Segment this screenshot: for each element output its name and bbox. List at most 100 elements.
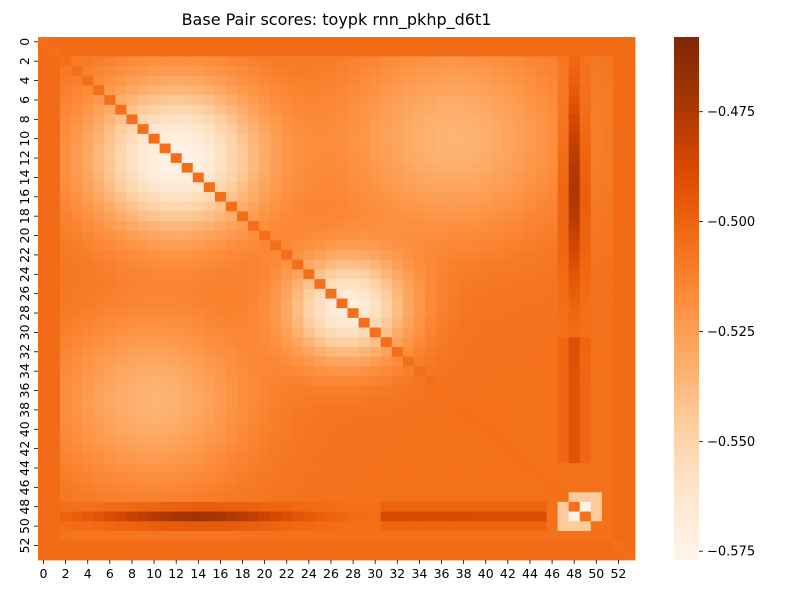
heatmap-cell xyxy=(369,530,382,542)
heatmap-cell xyxy=(292,211,304,222)
heatmap-cell xyxy=(192,37,205,48)
heatmap-cell xyxy=(126,114,138,125)
heatmap-cell xyxy=(623,375,636,387)
heatmap-cell xyxy=(413,385,426,396)
heatmap-cell xyxy=(579,511,592,522)
heatmap-cell xyxy=(513,259,525,270)
heatmap-cell xyxy=(579,424,592,435)
heatmap-cell xyxy=(82,375,94,387)
heatmap-cell xyxy=(391,375,404,387)
heatmap-cell xyxy=(192,143,205,154)
heatmap-cell xyxy=(214,240,227,251)
heatmap-cell xyxy=(60,346,72,358)
heatmap-cell xyxy=(601,66,614,77)
heatmap-cell xyxy=(60,405,72,416)
heatmap-cell xyxy=(237,37,249,48)
x-tick-label: 46 xyxy=(544,566,560,581)
heatmap-cell xyxy=(115,511,127,522)
heatmap-cell xyxy=(38,472,50,483)
heatmap-cell xyxy=(380,424,393,435)
heatmap-cell xyxy=(314,172,326,183)
heatmap-cell xyxy=(93,434,105,445)
heatmap-cell xyxy=(336,191,348,203)
heatmap-cell xyxy=(391,308,404,319)
heatmap-cell xyxy=(60,434,72,445)
heatmap-cell xyxy=(259,550,271,561)
heatmap-cell xyxy=(469,221,481,232)
heatmap-cell xyxy=(546,221,559,232)
heatmap-cell xyxy=(325,492,337,503)
heatmap-cell xyxy=(568,521,581,532)
heatmap-cell xyxy=(237,414,249,425)
heatmap-cell xyxy=(82,434,94,445)
heatmap-cell xyxy=(424,463,437,474)
heatmap-cell xyxy=(568,405,581,416)
heatmap-cell xyxy=(358,56,371,67)
heatmap-cell xyxy=(458,472,470,483)
heatmap-cell xyxy=(60,269,72,280)
heatmap-cell xyxy=(225,472,238,483)
heatmap-cell xyxy=(159,298,172,309)
heatmap-cell xyxy=(513,124,525,135)
heatmap-cell xyxy=(325,153,337,164)
heatmap-cell xyxy=(71,356,83,367)
heatmap-cell xyxy=(303,395,315,406)
heatmap-cell xyxy=(248,95,260,106)
heatmap-cell xyxy=(458,56,470,67)
heatmap-cell xyxy=(557,211,570,222)
heatmap-cell xyxy=(60,114,72,125)
heatmap-cell xyxy=(546,511,559,522)
heatmap-cell xyxy=(413,288,426,299)
x-tick-label: 0 xyxy=(40,566,48,581)
heatmap-cell xyxy=(458,46,470,57)
heatmap-cell xyxy=(469,492,481,503)
heatmap-cell xyxy=(623,162,636,173)
heatmap-cell xyxy=(612,269,625,280)
heatmap-cell xyxy=(214,463,227,474)
heatmap-cell xyxy=(502,511,514,522)
heatmap-cell xyxy=(402,424,415,435)
heatmap-cell xyxy=(170,172,183,183)
heatmap-cell xyxy=(402,46,415,57)
heatmap-cell xyxy=(314,114,326,125)
heatmap-cell xyxy=(115,46,127,57)
heatmap-cell xyxy=(137,550,149,561)
heatmap-cell xyxy=(314,211,326,222)
heatmap-cell xyxy=(447,308,459,319)
heatmap-cell xyxy=(546,201,559,212)
heatmap-cell xyxy=(623,327,636,338)
heatmap-cell xyxy=(579,240,592,251)
heatmap-cell xyxy=(137,37,149,48)
heatmap-cell xyxy=(137,95,149,106)
heatmap-cell xyxy=(181,395,194,406)
heatmap-cell xyxy=(82,66,94,77)
heatmap-cell xyxy=(270,269,282,280)
heatmap-cell xyxy=(148,530,161,542)
heatmap-cell xyxy=(480,250,492,261)
heatmap-cell xyxy=(491,424,503,435)
heatmap-cell xyxy=(369,66,382,77)
heatmap-cell xyxy=(590,317,603,328)
heatmap-cell xyxy=(170,375,183,387)
heatmap-cell xyxy=(601,240,614,251)
heatmap-cell xyxy=(60,153,72,164)
heatmap-cell xyxy=(546,395,559,406)
heatmap-cell xyxy=(148,230,161,241)
heatmap-cell xyxy=(104,56,116,67)
heatmap-cell xyxy=(458,317,470,328)
heatmap-cell xyxy=(391,240,404,251)
heatmap-cell xyxy=(590,434,603,445)
heatmap-cell xyxy=(524,346,536,358)
heatmap-cell xyxy=(115,443,127,454)
heatmap-cell xyxy=(148,356,161,367)
heatmap-cell xyxy=(148,298,161,309)
heatmap-cell xyxy=(82,250,94,261)
heatmap-cell xyxy=(38,385,50,396)
heatmap-cell xyxy=(424,375,437,387)
heatmap-cell xyxy=(259,530,271,542)
heatmap-cell xyxy=(203,298,216,309)
heatmap-cell xyxy=(347,414,360,425)
heatmap-cell xyxy=(402,298,415,309)
heatmap-cell xyxy=(590,482,603,493)
heatmap-cell xyxy=(225,298,238,309)
